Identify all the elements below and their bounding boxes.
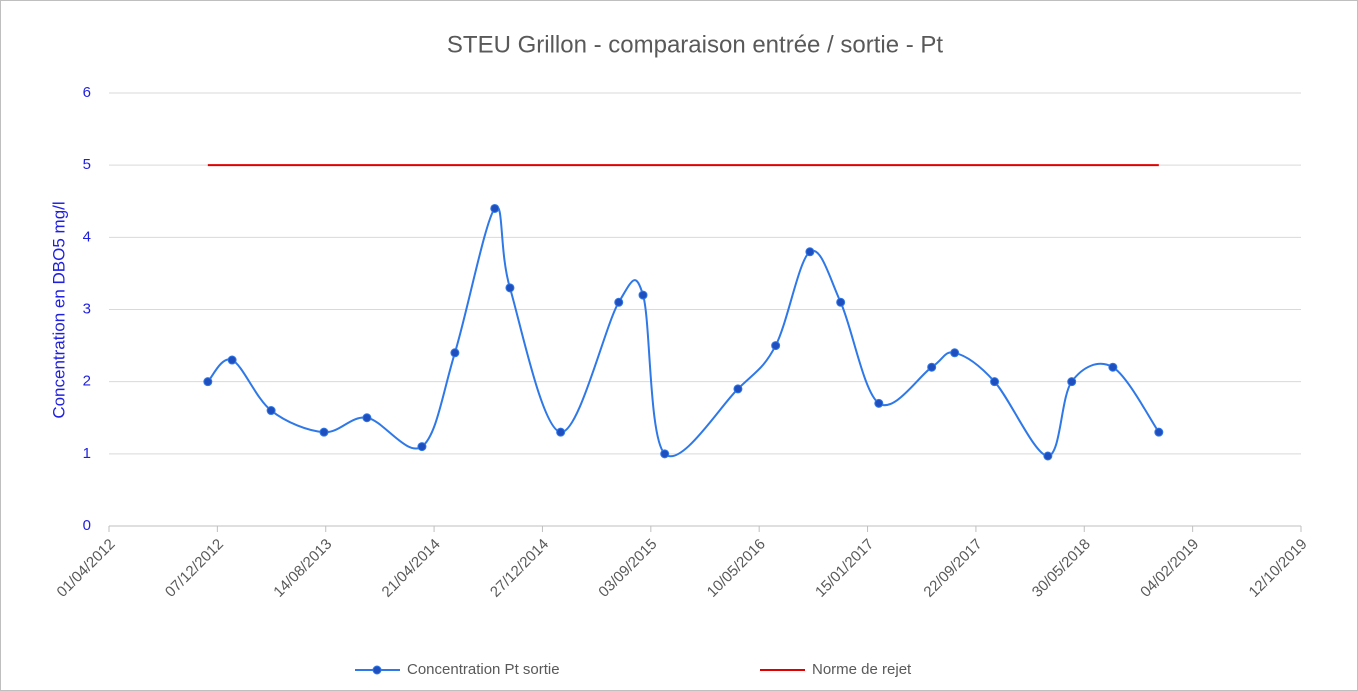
data-point (733, 384, 743, 394)
data-point (505, 283, 515, 293)
series-line (207, 206, 1160, 458)
data-point (771, 341, 781, 351)
data-point (614, 297, 624, 307)
y-tick-label: 5 (83, 156, 91, 173)
y-tick-label: 6 (83, 84, 91, 101)
y-tick-label: 0 (83, 517, 91, 534)
data-point (450, 348, 460, 358)
data-point (1043, 451, 1053, 461)
data-point (266, 406, 276, 416)
data-point (950, 348, 960, 358)
data-point (927, 362, 937, 372)
data-point (638, 290, 648, 300)
data-point (1067, 377, 1077, 387)
data-point (1108, 362, 1118, 372)
data-point (805, 247, 815, 257)
y-axis-label: Concentration en DBO5 mg/l (49, 201, 68, 418)
data-point (990, 377, 1000, 387)
data-point (417, 442, 427, 452)
data-point (1154, 427, 1164, 437)
legend-label: Norme de rejet (812, 661, 912, 678)
y-tick-label: 1 (83, 445, 91, 462)
data-point (319, 427, 329, 437)
y-tick-label: 3 (83, 300, 91, 317)
data-point (490, 203, 500, 213)
data-point (874, 398, 884, 408)
data-point (660, 449, 670, 459)
legend-marker (372, 665, 382, 675)
y-tick-label: 2 (83, 373, 91, 390)
data-point (362, 413, 372, 423)
data-point (836, 297, 846, 307)
y-tick-label: 4 (83, 228, 91, 245)
data-point (556, 427, 566, 437)
legend-label: Concentration Pt sortie (407, 661, 560, 678)
chart-title: STEU Grillon - comparaison entrée / sort… (447, 31, 944, 58)
data-point (227, 355, 237, 365)
data-point (203, 377, 213, 387)
